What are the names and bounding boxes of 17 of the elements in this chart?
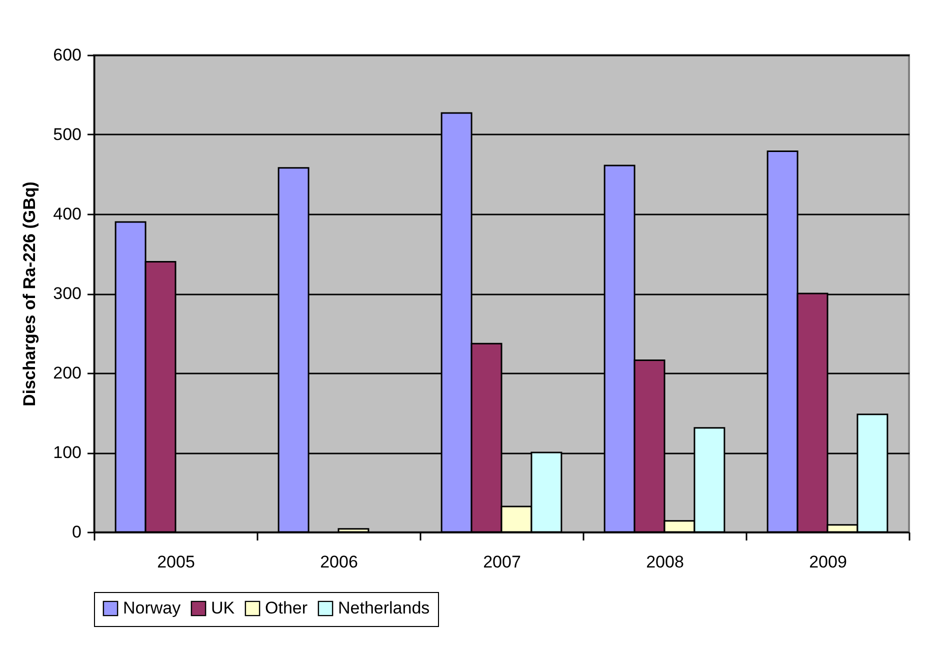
y-tick-label: 300 (53, 284, 82, 303)
x-tick-label: 2009 (809, 552, 847, 572)
y-axis-title: Discharges of Ra-226 (GBq) (20, 182, 40, 406)
x-tick-label: 2006 (320, 552, 358, 572)
y-tick-label: 200 (53, 364, 82, 382)
y-tick-label: 600 (53, 46, 82, 64)
legend-label: Norway (123, 598, 182, 618)
y-tick-label: 0 (72, 522, 82, 542)
y-tick-label: 500 (53, 125, 82, 144)
legend-label: UK (211, 598, 236, 618)
x-tick-label: 2008 (646, 552, 684, 572)
legend-label: Other (265, 598, 308, 618)
y-tick-label: 400 (53, 204, 82, 224)
legend-label: Netherlands (338, 598, 430, 618)
y-tick-label: 100 (53, 443, 82, 462)
x-tick-label: 2005 (157, 552, 195, 572)
x-tick-label: 2007 (483, 552, 521, 572)
